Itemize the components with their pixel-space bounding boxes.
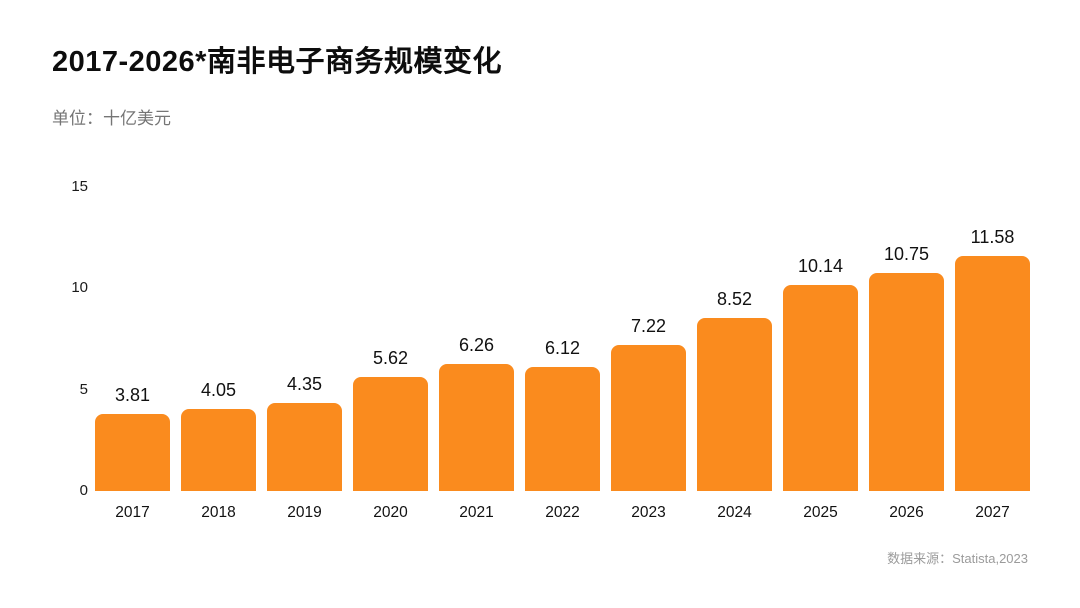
bar-value-label: 6.12 <box>544 338 581 358</box>
x-axis-label: 2020 <box>373 504 408 521</box>
bar-group: 3.81 2017 <box>95 187 170 521</box>
bar-group: 5.62 2020 <box>353 187 428 521</box>
bar-2021 <box>439 364 514 491</box>
bar-value-label: 8.52 <box>716 289 753 309</box>
bar-group: 10.75 2026 <box>869 187 944 521</box>
y-tick-label: 5 <box>79 380 88 398</box>
bar-group: 6.12 2022 <box>525 187 600 521</box>
x-axis-label: 2018 <box>201 504 236 521</box>
y-tick-label: 0 <box>79 482 88 499</box>
bar-2018 <box>181 409 256 491</box>
x-axis-label: 2026 <box>889 504 924 521</box>
x-axis-label: 2025 <box>803 504 838 521</box>
bars-container: 3.81 2017 4.05 2018 4.35 2019 5.62 2020 6.26 2021… <box>95 187 1030 521</box>
x-axis-label: 2021 <box>459 504 494 521</box>
bar-value-label: 4.05 <box>200 380 237 400</box>
bar-value-label: 10.14 <box>797 256 844 276</box>
bar-2022 <box>525 367 600 491</box>
x-axis-label: 2024 <box>717 504 752 521</box>
bar-value-label: 11.58 <box>970 227 1015 247</box>
x-axis-label: 2017 <box>115 504 150 521</box>
x-axis-label: 2019 <box>287 504 322 521</box>
bar-group: 8.52 2024 <box>697 187 772 521</box>
bar-group: 10.14 2025 <box>783 187 858 521</box>
data-source-note: 数据来源：Statista,2023 <box>887 551 1028 566</box>
bar-2020 <box>353 377 428 491</box>
y-axis: 0 5 10 15 <box>48 178 88 499</box>
chart-title: 2017-2026*南非电子商务规模变化 <box>52 46 502 78</box>
x-axis-label: 2022 <box>545 504 580 521</box>
bar-2024 <box>697 318 772 491</box>
chart-unit-label: 单位：十亿美元 <box>52 109 171 128</box>
bar-2019 <box>267 403 342 491</box>
bar-value-label: 3.81 <box>114 385 151 405</box>
bar-group: 6.26 2021 <box>439 187 514 521</box>
x-axis-label: 2027 <box>975 504 1010 521</box>
bar-2017 <box>95 414 170 491</box>
bar-2025 <box>783 285 858 491</box>
y-tick-label: 15 <box>71 178 88 195</box>
bar-value-label: 6.26 <box>458 335 495 355</box>
bar-2023 <box>611 345 686 491</box>
y-tick-label: 10 <box>71 279 88 297</box>
bar-value-label: 4.35 <box>286 374 323 394</box>
bar-value-label: 7.22 <box>630 316 667 336</box>
bar-2027 <box>955 256 1030 491</box>
bar-value-label: 10.75 <box>883 244 930 264</box>
bar-value-label: 5.62 <box>372 348 409 368</box>
bar-group: 4.35 2019 <box>267 187 342 521</box>
bar-2026 <box>869 273 944 491</box>
x-axis-label: 2023 <box>631 504 666 521</box>
bar-group: 7.22 2023 <box>611 187 686 521</box>
bar-group: 4.05 2018 <box>181 187 256 521</box>
bar-group: 11.58 2027 <box>955 187 1030 521</box>
plot-area: 3.81 2017 4.05 2018 4.35 2019 5.62 2020 6.26 2021… <box>95 187 1030 521</box>
